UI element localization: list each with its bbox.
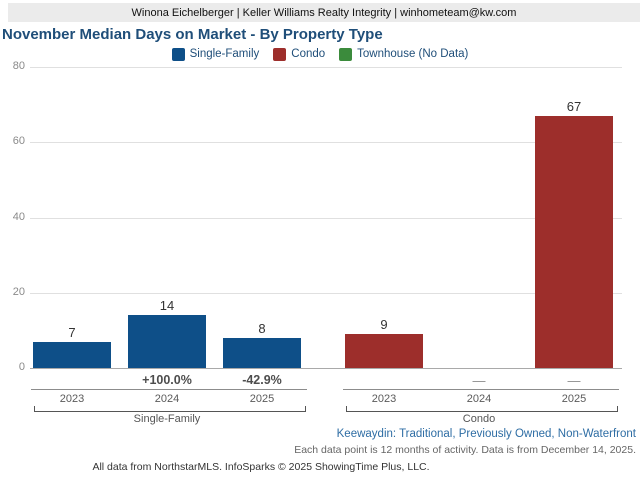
data-note: Each data point is 12 months of activity… xyxy=(294,444,636,456)
y-axis-tick-80: 80 xyxy=(12,60,25,72)
y-axis-tick-60: 60 xyxy=(12,135,25,147)
chart-title: November Median Days on Market - By Prop… xyxy=(2,26,383,43)
group-separator-line xyxy=(343,389,619,390)
bar-condo-2023[interactable] xyxy=(345,334,423,368)
x-axis-year-label: 2024 xyxy=(154,393,180,405)
x-axis-year-label: 2023 xyxy=(59,393,85,405)
legend-label: Single-Family xyxy=(189,48,260,60)
gridline-40 xyxy=(30,218,622,219)
bar-value-label: 7 xyxy=(68,325,76,340)
bar-single-family-2023[interactable] xyxy=(33,342,111,368)
condo-swatch-icon xyxy=(273,47,287,61)
gridline-20 xyxy=(30,293,622,294)
bar-value-label: 14 xyxy=(159,298,175,313)
bar-single-family-2024[interactable] xyxy=(128,315,206,368)
gridline-80 xyxy=(30,67,622,68)
x-axis-year-label: 2023 xyxy=(371,393,397,405)
group-label-condo: Condo xyxy=(462,413,496,425)
group-bracket xyxy=(346,406,618,412)
legend-item-condo: Condo xyxy=(273,47,326,61)
townhouse-swatch-icon xyxy=(339,47,353,61)
bar-value-label: 8 xyxy=(258,321,266,336)
chart-legend: Single-Family Condo Townhouse (No Data) xyxy=(0,46,640,62)
agent-header-bar: Winona Eichelberger | Keller Williams Re… xyxy=(8,3,640,22)
x-axis-year-label: 2025 xyxy=(249,393,275,405)
bar-single-family-2025[interactable] xyxy=(223,338,301,368)
gridline-0 xyxy=(30,368,622,369)
pct-change-label: +100.0% xyxy=(142,373,192,387)
no-data-dash: — xyxy=(567,373,581,388)
copyright-line: All data from NorthstarMLS. InfoSparks ©… xyxy=(92,461,430,473)
no-data-dash: — xyxy=(472,373,486,388)
group-label-single-family: Single-Family xyxy=(133,413,201,425)
gridline-60 xyxy=(30,142,622,143)
legend-label: Condo xyxy=(291,48,326,60)
legend-item-townhouse: Townhouse (No Data) xyxy=(339,47,469,61)
y-axis-tick-20: 20 xyxy=(12,286,25,298)
single-family-swatch-icon xyxy=(171,47,185,61)
pct-change-label: -42.9% xyxy=(242,373,282,387)
group-bracket xyxy=(34,406,306,412)
x-axis-year-label: 2025 xyxy=(561,393,587,405)
y-axis-tick-40: 40 xyxy=(12,211,25,223)
group-separator-line xyxy=(31,389,307,390)
agent-header-text: Winona Eichelberger | Keller Williams Re… xyxy=(131,6,517,19)
bar-condo-2025[interactable] xyxy=(535,116,613,368)
legend-item-single-family: Single-Family xyxy=(171,47,260,61)
legend-label: Townhouse (No Data) xyxy=(357,48,469,60)
search-context-label: Keewaydin: Traditional, Previously Owned… xyxy=(336,428,636,440)
x-axis-year-label: 2024 xyxy=(466,393,492,405)
bar-value-label: 67 xyxy=(566,99,582,114)
bar-value-label: 9 xyxy=(380,317,388,332)
y-axis-tick-0: 0 xyxy=(18,361,25,373)
plot-area: 0 20 40 60 80 7 2023 14 +100.0% 2024 8 -42.9% 2025 Si… xyxy=(0,60,640,427)
